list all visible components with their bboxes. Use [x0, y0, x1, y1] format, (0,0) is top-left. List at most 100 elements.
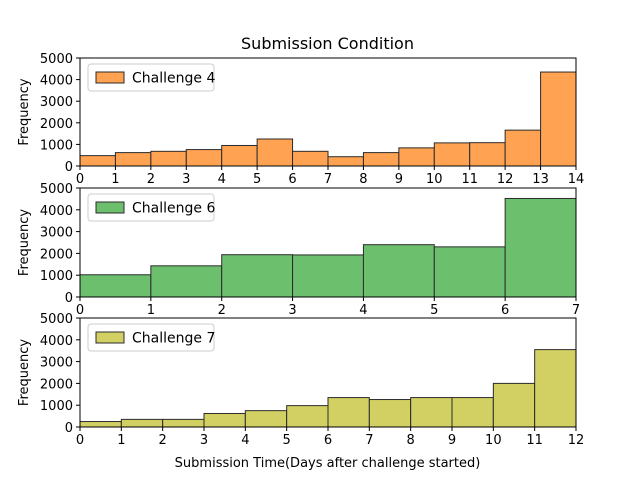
histogram-bar — [244, 410, 288, 428]
y-tick-label: 3000 — [40, 356, 73, 371]
x-tick-label: 3 — [288, 303, 296, 318]
histogram-bar — [362, 152, 400, 167]
x-tick-label: 9 — [395, 172, 403, 187]
legend-label: Challenge 6 — [132, 201, 215, 217]
y-tick-label: 4000 — [40, 74, 73, 89]
x-tick-label: 1 — [111, 172, 119, 187]
legend-box — [87, 193, 215, 222]
histogram-bar — [221, 254, 294, 298]
x-tick-label: 10 — [485, 433, 502, 448]
x-tick-label: 6 — [501, 303, 509, 318]
legend-label: Challenge 4 — [132, 71, 215, 87]
histogram-panel-3: 0 1 2 3 4 5 6 7 8 9 10 11 12010002000300040005000Fre… — [17, 312, 584, 448]
histogram-bar — [410, 397, 453, 428]
x-tick-label: 11 — [461, 172, 478, 187]
histogram-panel-1: 0 1 2 3 4 5 6 7 8 9 10 11 12 13 1401000200030004000500… — [17, 52, 584, 187]
histogram-bar — [150, 150, 187, 167]
histogram-bar — [292, 150, 329, 167]
y-tick-label: 4000 — [40, 334, 73, 349]
histogram-bar — [256, 138, 294, 167]
y-tick-label: 0 — [65, 160, 73, 175]
histogram-bar — [79, 421, 122, 428]
x-tick-label: 2 — [147, 172, 155, 187]
x-tick-label: 4 — [359, 303, 367, 318]
histogram-bar — [451, 397, 494, 428]
histogram-bar — [504, 197, 577, 298]
x-tick-label: 6 — [324, 433, 332, 448]
y-tick-label: 5000 — [40, 52, 73, 67]
histogram-bar — [79, 155, 116, 167]
histogram-bar — [398, 147, 435, 167]
histogram-bar — [368, 399, 412, 428]
x-tick-label: 5 — [430, 303, 438, 318]
x-tick-label: 0 — [76, 172, 84, 187]
x-tick-label: 5 — [283, 433, 291, 448]
x-axis-title: Submission Time(Days after challenge sta… — [175, 456, 481, 471]
x-tick-label: 1 — [147, 303, 155, 318]
x-tick-label: 4 — [218, 172, 226, 187]
legend-label: Challenge 7 — [132, 331, 215, 347]
histogram-bar — [469, 142, 506, 167]
y-tick-label: 2000 — [40, 117, 73, 132]
y-tick-label: 3000 — [40, 226, 73, 241]
legend-swatch — [95, 71, 125, 84]
y-tick-label: 0 — [65, 421, 73, 436]
x-tick-label: 12 — [497, 172, 514, 187]
histogram-bar — [120, 418, 164, 428]
histogram-bar — [185, 149, 223, 167]
x-tick-label: 8 — [359, 172, 367, 187]
y-tick-label: 1000 — [40, 138, 73, 153]
x-tick-label: 13 — [532, 172, 549, 187]
histogram-bar — [203, 412, 246, 428]
y-tick-label: 2000 — [40, 247, 73, 262]
x-tick-label: 14 — [568, 172, 585, 187]
y-tick-label: 5000 — [40, 312, 73, 327]
x-tick-label: 2 — [159, 433, 167, 448]
x-tick-label: 12 — [568, 433, 585, 448]
x-tick-label: 11 — [526, 433, 543, 448]
y-axis-title: Frequency — [17, 339, 32, 406]
histogram-bar — [540, 71, 577, 167]
histogram-bar — [327, 397, 370, 428]
y-tick-label: 0 — [65, 291, 73, 306]
x-tick-label: 3 — [200, 433, 208, 448]
histogram-bar — [534, 349, 577, 428]
x-tick-label: 6 — [288, 172, 296, 187]
x-tick-label: 1 — [117, 433, 125, 448]
x-tick-label: 7 — [324, 172, 332, 187]
y-tick-label: 3000 — [40, 95, 73, 110]
x-tick-label: 0 — [76, 433, 84, 448]
y-axis-title: Frequency — [17, 78, 32, 145]
histogram-bar — [492, 382, 536, 428]
histogram-bar — [433, 142, 471, 167]
x-tick-label: 4 — [241, 433, 249, 448]
x-tick-label: 7 — [365, 433, 373, 448]
x-tick-label: 10 — [426, 172, 443, 187]
legend-swatch — [95, 331, 125, 344]
y-tick-label: 2000 — [40, 377, 73, 392]
histogram-bar — [286, 405, 329, 428]
histogram-bar — [150, 265, 223, 298]
histogram-bar — [292, 254, 364, 298]
x-tick-label: 7 — [572, 303, 580, 318]
axes-frame — [79, 187, 577, 298]
x-tick-label: 3 — [182, 172, 190, 187]
histogram-bar — [327, 156, 364, 167]
x-tick-label: 0 — [76, 303, 84, 318]
histogram-panel-2: 0 1 2 3 4 5 6 7 0 1000 2000 3000 4000 5000 Frequency Ch… — [17, 182, 580, 318]
x-tick-label: 9 — [448, 433, 456, 448]
x-tick-label: 8 — [407, 433, 415, 448]
x-tick-label: 5 — [253, 172, 261, 187]
chart-title: Submission Condition — [241, 34, 414, 53]
y-tick-label: 4000 — [40, 204, 73, 219]
x-tick-label: 2 — [218, 303, 226, 318]
histogram-bar — [221, 144, 258, 167]
y-tick-label: 1000 — [40, 269, 73, 284]
panels: 0 1 2 3 4 5 6 7 8 9 10 11 12 13 1401000200030004000500… — [17, 52, 584, 448]
histogram-bar — [433, 246, 506, 298]
legend-box — [87, 323, 215, 352]
histogram-bar — [162, 418, 205, 428]
y-axis-title: Frequency — [17, 209, 32, 276]
y-tick-label: 5000 — [40, 182, 73, 197]
histogram-bar — [362, 244, 435, 298]
